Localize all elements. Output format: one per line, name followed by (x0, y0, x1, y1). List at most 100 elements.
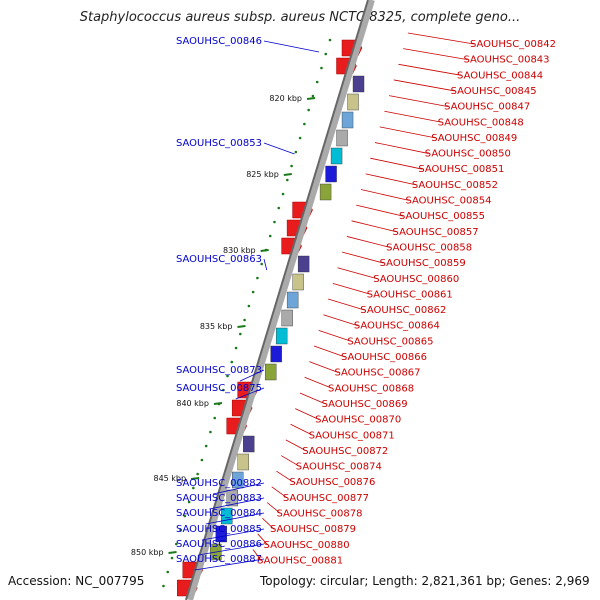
scale-dot (239, 332, 242, 336)
right-gene-label: SAOUHSC_00854 (405, 196, 491, 207)
scale-dot (303, 122, 306, 126)
right-gene-label: SAOUHSC_00848 (438, 117, 524, 128)
gene-box (336, 129, 348, 147)
scale-dot (187, 500, 191, 504)
right-gene-label: SAOUHSC_00860 (373, 274, 459, 285)
scale-dot (320, 66, 323, 70)
right-gene-label: SAOUHSC_00879 (270, 524, 356, 535)
right-leader-line (356, 204, 404, 217)
tick-layer: 820 kbp 825 kbp 830 kbp 835 kbp 840 kbp 845 k… (131, 38, 332, 588)
left-gene-label: SAOUHSC_00873 (176, 365, 262, 376)
right-leader-line (332, 283, 371, 295)
right-label-layer: SAOUHSC_00842 SAOUHSC_00843 SAOUHSC_00844 S… (252, 32, 556, 566)
scale-dot (294, 150, 298, 154)
left-leader-line (235, 387, 265, 400)
gene-box (297, 255, 310, 273)
right-gene-label: SAOUHSC_00872 (302, 446, 388, 457)
left-leader-line (201, 528, 265, 541)
tick-mark (306, 97, 316, 100)
scale-dot (328, 38, 332, 42)
gene-box (292, 273, 304, 291)
right-leader-line (398, 63, 462, 76)
right-leader-line (271, 486, 288, 499)
scale-dot (311, 94, 315, 98)
scale-dot (277, 206, 281, 210)
scale-dot (221, 388, 225, 392)
right-leader-line (266, 502, 281, 514)
gene-box (319, 183, 332, 201)
right-gene-label: SAOUHSC_00849 (431, 133, 517, 144)
scale-dot (170, 556, 174, 560)
right-leader-line (379, 126, 436, 139)
right-gene-label: SAOUHSC_00859 (380, 258, 466, 269)
right-leader-line (403, 48, 468, 61)
left-label-layer: SAOUHSC_00846 SAOUHSC_00853 SAOUHSC_00863 S… (176, 36, 320, 571)
gene-box (352, 75, 365, 93)
gene-box (232, 471, 244, 489)
right-leader-line (290, 423, 313, 436)
tick-label: 845 kbp (153, 474, 186, 483)
right-gene-label: SAOUHSC_00880 (264, 540, 350, 551)
scale-dot (230, 360, 234, 364)
scale-dot (315, 80, 319, 84)
backbone-layer (185, 0, 375, 600)
right-leader-line (337, 267, 378, 280)
right-gene-label: SAOUHSC_00861 (367, 289, 453, 300)
tick-mark (260, 249, 269, 252)
right-leader-line (360, 189, 410, 201)
tick-mark (190, 477, 200, 480)
left-gene-label: SAOUHSC_00886 (176, 539, 262, 550)
right-gene-label: SAOUHSC_00878 (276, 509, 362, 520)
scale-dot (179, 528, 182, 532)
right-leader-line (262, 517, 275, 530)
gene-box (325, 165, 337, 183)
left-gene-label: SAOUHSC_00887 (176, 554, 262, 565)
scale-dot (256, 276, 259, 280)
gene-box (341, 111, 354, 129)
right-leader-line (318, 329, 352, 342)
right-leader-line (370, 157, 423, 170)
scale-dot (183, 514, 187, 518)
right-leader-line (384, 110, 442, 123)
gene-box (347, 93, 359, 111)
tick-mark (168, 551, 177, 554)
right-gene-label: SAOUHSC_00874 (296, 462, 382, 473)
gene-box (270, 345, 282, 363)
right-leader-line (280, 455, 301, 467)
right-gene-label: SAOUHSC_00847 (444, 102, 530, 113)
scale-dot (234, 346, 238, 350)
right-leader-line (365, 173, 417, 186)
tick-label: 835 kbp (200, 322, 233, 331)
right-leader-line (252, 549, 262, 561)
right-gene-label: SAOUHSC_00843 (463, 55, 549, 66)
left-gene-label: SAOUHSC_00853 (176, 138, 262, 149)
right-leader-line (374, 142, 429, 154)
right-gene-label: SAOUHSC_00852 (412, 180, 498, 191)
map-title: Staphylococcus aureus subsp. aureus NCTC… (79, 10, 521, 25)
scale-dot (204, 444, 208, 448)
backbone-edge (185, 0, 369, 600)
left-gene-label: SAOUHSC_00882 (176, 478, 262, 489)
right-leader-line (295, 408, 320, 420)
gene-box (281, 309, 293, 327)
right-gene-label: SAOUHSC_00881 (257, 555, 343, 566)
right-gene-label: SAOUHSC_00866 (341, 352, 427, 363)
right-gene-label: SAOUHSC_00857 (393, 227, 479, 238)
left-gene-label: SAOUHSC_00846 (176, 36, 262, 47)
scale-dot (268, 234, 272, 238)
left-leader-line (263, 142, 295, 155)
scale-dot (247, 304, 251, 308)
tick-label: 840 kbp (176, 399, 209, 408)
left-gene-label: SAOUHSC_00875 (176, 383, 262, 394)
right-gene-label: SAOUHSC_00868 (328, 383, 414, 394)
right-leader-line (276, 470, 294, 483)
right-gene-label: SAOUHSC_00842 (470, 39, 556, 50)
tick-mark (213, 402, 223, 405)
right-leader-line (346, 236, 391, 248)
accession-text: Accession: NC_007795 (8, 574, 145, 588)
gene-box (330, 147, 343, 165)
scale-dot (162, 584, 165, 588)
genome-summary-text: Topology: circular; Length: 2,821,361 bp… (260, 574, 590, 588)
